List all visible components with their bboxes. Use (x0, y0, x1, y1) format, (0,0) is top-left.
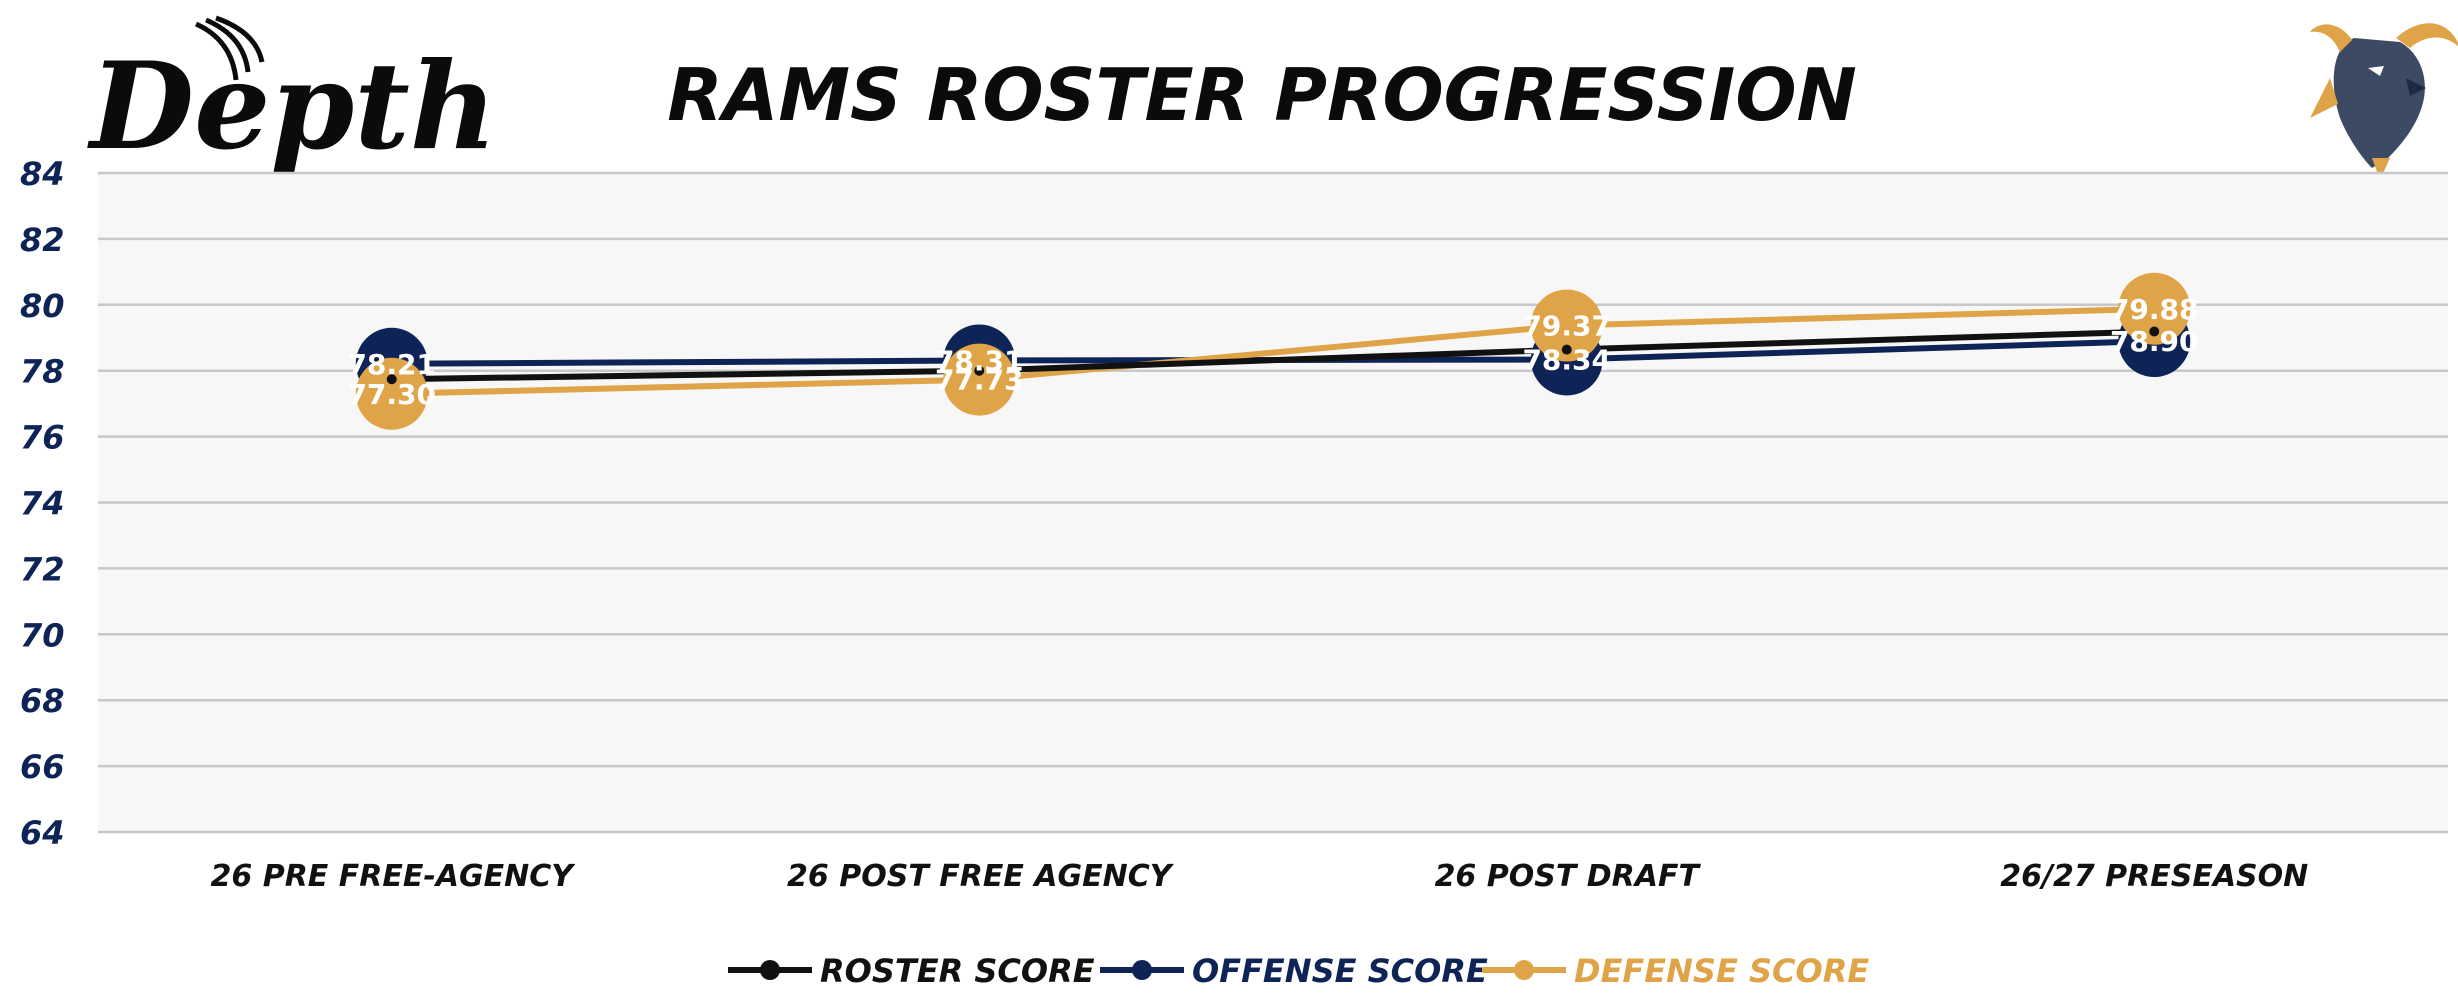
data-point-marker (2118, 272, 2191, 345)
x-category-label: 26 POST DRAFT (1435, 859, 1702, 894)
legend-label: ROSTER SCORE (820, 952, 1095, 990)
y-tick-label: 80 (20, 287, 65, 325)
grid-lines (98, 171, 2448, 834)
x-category-label: 26 POST FREE AGENCY (787, 859, 1175, 894)
legend-swatch-dot (1514, 960, 1534, 980)
goat-mascot-icon (2310, 23, 2458, 180)
data-point-marker (1530, 289, 1603, 362)
y-tick-label: 72 (20, 550, 65, 588)
data-point-marker (355, 357, 428, 430)
data-point-marker (943, 343, 1016, 416)
data-label: 78.31 (935, 344, 1024, 377)
data-label: 78.34 (1522, 343, 1611, 376)
data-label: 79.37 (1522, 310, 1611, 343)
data-labels: 78.21 78.31 78.34 78.90 77.30 77.73 79.37 79.88 (347, 293, 2198, 411)
legend-swatch-dot (1132, 960, 1152, 980)
y-tick-label: 84 (20, 155, 65, 193)
y-tick-label: 70 (20, 616, 65, 654)
data-point-marker (974, 365, 985, 376)
legend: ROSTER SCORE OFFENSE SCORE DEFENSE SCORE (728, 952, 1869, 990)
x-axis-categories: 26 PRE FREE-AGENCY 26 POST FREE AGENCY 26 … (211, 859, 2309, 894)
y-tick-label: 74 (20, 485, 65, 523)
y-tick-label: 64 (20, 814, 65, 852)
data-label: 77.30 (347, 378, 436, 411)
y-tick-label: 68 (20, 682, 65, 720)
y-tick-label: 82 (20, 221, 65, 259)
data-markers (355, 272, 2191, 430)
depth-logo: Depth (87, 15, 497, 177)
series-line-0 (391, 328, 2155, 383)
data-label: 77.73 (935, 364, 1024, 397)
series-lines (391, 305, 2155, 397)
data-point-marker (386, 374, 397, 385)
legend-label: OFFENSE SCORE (1192, 952, 1488, 990)
y-tick-label: 66 (20, 748, 65, 786)
y-tick-label: 76 (20, 419, 65, 457)
y-tick-label: 78 (20, 353, 65, 391)
data-label: 78.90 (2110, 325, 2199, 358)
data-point-marker (2149, 326, 2160, 337)
data-label: 78.21 (347, 348, 436, 381)
y-axis-ticks: 64 66 68 70 72 74 76 78 80 82 84 (20, 155, 65, 852)
x-category-label: 26 PRE FREE-AGENCY (211, 859, 577, 894)
x-category-label: 26/27 PRESEASON (2000, 859, 2308, 894)
legend-label: DEFENSE SCORE (1574, 952, 1869, 990)
chart-title: RAMS ROSTER PROGRESSION (667, 53, 1857, 137)
series-line-2 (391, 305, 2155, 397)
data-label: 79.88 (2110, 293, 2199, 326)
logo-swoosh-icon (194, 15, 265, 81)
legend-swatch-dot (760, 960, 780, 980)
data-point-marker (1561, 344, 1572, 355)
depth-logo-text: Depth (87, 36, 497, 177)
